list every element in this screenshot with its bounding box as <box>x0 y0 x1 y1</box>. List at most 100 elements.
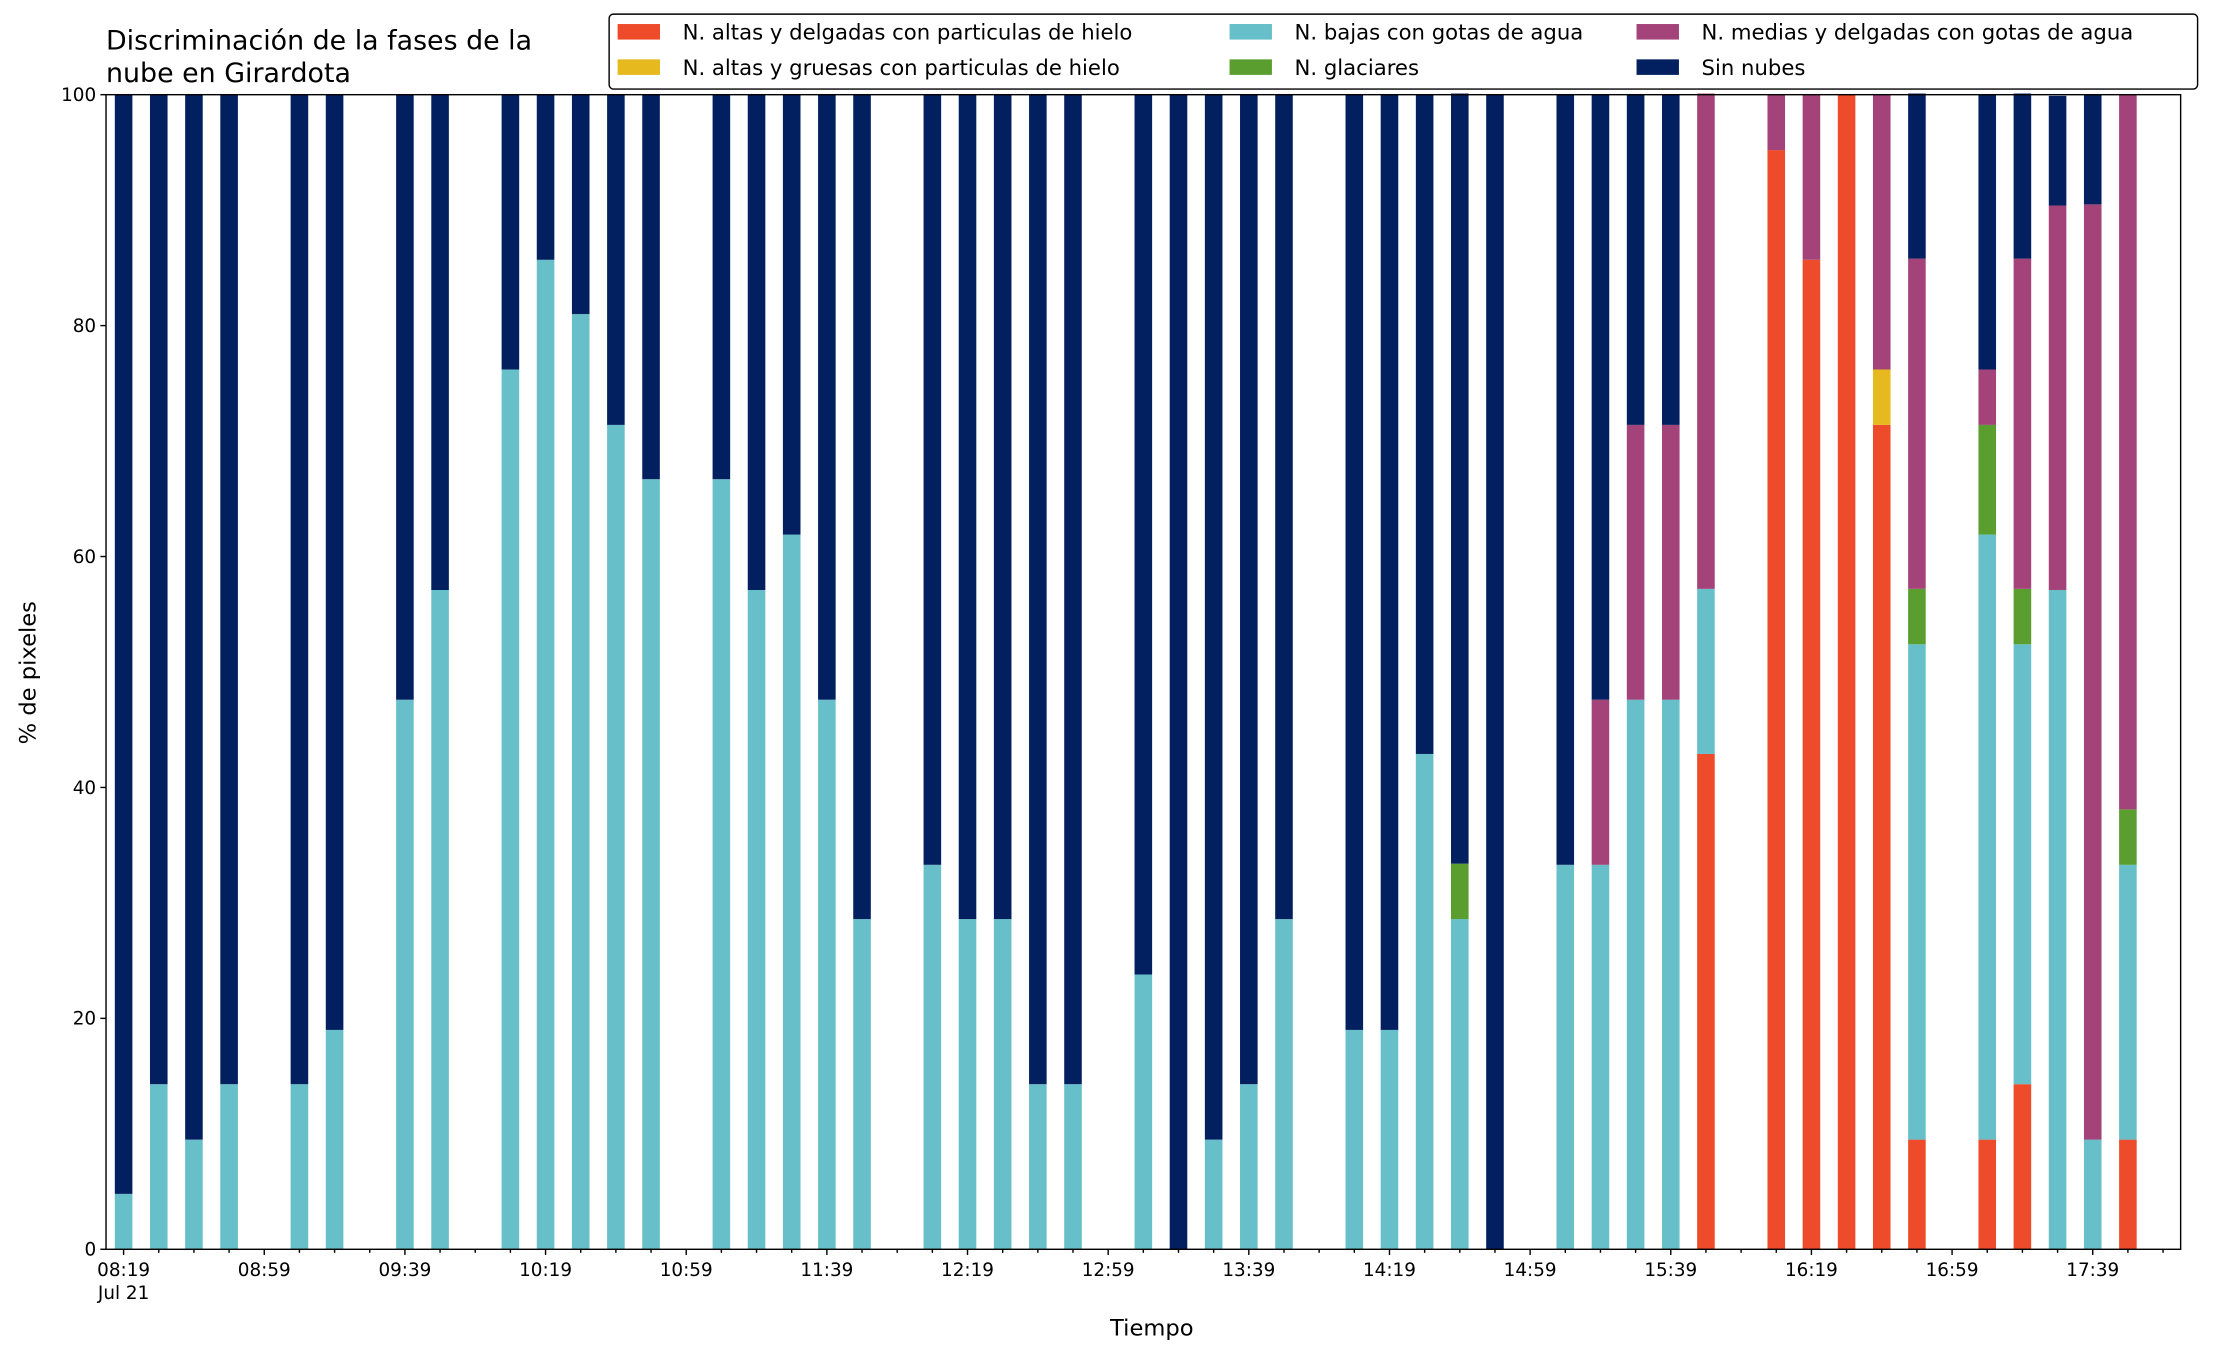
bar-segment <box>1908 1139 1926 1250</box>
bar-segment <box>747 94 766 591</box>
bar-segment <box>1872 369 1891 425</box>
bar-segment <box>1908 588 1926 645</box>
bar-segment <box>1029 94 1047 1085</box>
bar-segment <box>1837 94 1856 1250</box>
x-tick-label: 14:59 <box>1504 1260 1557 1281</box>
y-tick-label: 80 <box>73 316 96 337</box>
bar-segment <box>747 590 766 1250</box>
chart-title: Discriminación de la fases de la <box>106 25 532 56</box>
bar-segment <box>1415 753 1434 1250</box>
bar-segment <box>1204 1139 1223 1250</box>
x-tick-label: 12:59 <box>1082 1260 1135 1281</box>
bar-segment <box>396 94 414 700</box>
bar-segment <box>1064 94 1082 1085</box>
bar-segment <box>607 94 625 425</box>
bar-segment <box>782 534 801 1250</box>
x-tick-label: 15:39 <box>1644 1260 1697 1281</box>
x-tick-label: 16:59 <box>1926 1260 1979 1281</box>
bar-segment <box>1908 258 1926 589</box>
bar-segment <box>1978 534 1997 1140</box>
bar-segment <box>220 94 238 1085</box>
bar-segment <box>2013 1084 2032 1250</box>
legend-swatch <box>1229 24 1272 40</box>
bar-segment <box>1978 369 1997 425</box>
bar-segment <box>2013 644 2032 1085</box>
bar-segment <box>1802 259 1821 1250</box>
bar-segment <box>1275 919 1293 1250</box>
x-tick-label: 12:19 <box>941 1260 994 1281</box>
bar-segment <box>1591 864 1610 1250</box>
bar-segment <box>1451 93 1469 864</box>
bar-segment <box>1626 424 1645 700</box>
bar-segment <box>501 94 520 370</box>
x-tick-label: 14:19 <box>1363 1260 1416 1281</box>
bar-segment <box>642 94 660 480</box>
plot-frame <box>105 93 2182 1250</box>
bar-segment <box>853 919 871 1250</box>
legend-label: Sin nubes <box>1702 55 1806 80</box>
bar-segment <box>1872 94 1891 370</box>
bar-segment <box>782 94 801 535</box>
bar-segment <box>2119 864 2137 1140</box>
bar-segment <box>1697 753 1715 1250</box>
chart-title: nube en Girardota <box>106 58 351 89</box>
y-tick-label: 0 <box>84 1240 96 1261</box>
bar-segment <box>290 94 309 1085</box>
x-tick-label: 16:19 <box>1785 1260 1838 1281</box>
bar-segment <box>712 479 731 1250</box>
bar-segment <box>325 1029 344 1250</box>
bar-segment <box>2119 94 2137 810</box>
bar-segment <box>1767 150 1786 1250</box>
bar-segment <box>642 479 660 1250</box>
bar-segment <box>1697 588 1715 754</box>
legend-label: N. altas y delgadas con particulas de hi… <box>683 20 1133 45</box>
bar-segment <box>114 94 133 1194</box>
bar-segment <box>1978 1139 1997 1250</box>
bar-segment <box>1169 94 1188 1250</box>
bar-segment <box>2013 258 2032 589</box>
bar-segment <box>1661 94 1680 425</box>
bar-segment <box>818 699 836 1250</box>
legend-label: N. bajas con gotas de agua <box>1295 20 1584 45</box>
bar-segment <box>1380 1029 1399 1250</box>
bar-segment <box>993 94 1012 920</box>
x-tick-label: 11:39 <box>800 1260 853 1281</box>
x-date-label: Jul 21 <box>97 1283 149 1304</box>
bar-segment <box>853 94 871 920</box>
bar-segment <box>1556 864 1575 1250</box>
y-tick-label: 20 <box>73 1009 96 1030</box>
bar-segment <box>2013 93 2032 259</box>
bar-segment <box>2013 588 2032 645</box>
bar-segment <box>1872 424 1891 1250</box>
bar-segment <box>1451 863 1469 920</box>
bar-segment <box>1415 94 1434 754</box>
bar-segment <box>1556 94 1575 865</box>
legend-swatch <box>1229 59 1272 75</box>
bar-segment <box>149 94 168 1085</box>
bar-segment <box>923 864 942 1250</box>
bar-segment <box>396 699 414 1250</box>
bar-segment <box>1204 94 1223 1140</box>
bar-segment <box>2048 95 2067 206</box>
bar-segment <box>571 94 590 315</box>
bar-segment <box>1275 94 1293 920</box>
x-axis-label: Tiempo <box>1109 1315 1194 1341</box>
x-tick-label: 17:39 <box>2066 1260 2119 1281</box>
legend-label: N. medias y delgadas con gotas de agua <box>1702 20 2134 45</box>
bar-segment <box>149 1084 168 1250</box>
bar-segment <box>1591 94 1610 700</box>
legend-swatch <box>1636 59 1679 75</box>
y-tick-label: 40 <box>73 778 96 799</box>
x-tick-label: 08:59 <box>238 1260 291 1281</box>
x-tick-label: 09:39 <box>378 1260 431 1281</box>
x-tick-label: 10:59 <box>660 1260 713 1281</box>
legend-swatch <box>617 24 661 40</box>
bar-segment <box>431 590 449 1250</box>
bar-segment <box>923 94 942 865</box>
bar-segment <box>1345 1029 1364 1250</box>
bar-segment <box>958 919 977 1250</box>
y-tick-label: 60 <box>73 547 96 568</box>
bar-segment <box>2083 94 2102 205</box>
y-axis-label: % de pixeles <box>15 601 41 744</box>
